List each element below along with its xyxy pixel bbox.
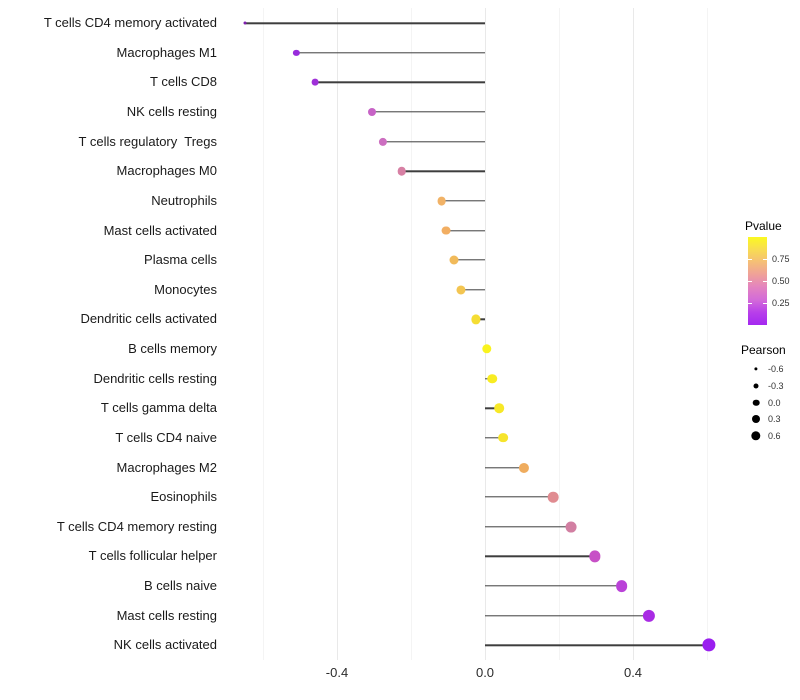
gridline-major [485,8,486,660]
colorbar-tick-mark [748,281,752,282]
lollipop-dot [471,314,481,324]
pearson-size-legend-label: 0.0 [768,397,781,408]
pearson-size-legend-dot [752,415,760,424]
lollipop-stick [476,318,485,321]
y-axis-label: T cells regulatory Tregs [78,133,217,149]
x-axis-tick-label: 0.0 [475,665,495,680]
lollipop-stick [244,22,485,24]
gridline-minor [411,8,412,660]
y-axis-label: T cells CD4 naive [115,429,217,445]
lollipop-dot [397,167,407,176]
y-axis-label: Monocytes [154,281,217,297]
colorbar-tick-mark [748,303,752,304]
y-axis-label: T cells CD8 [150,74,217,90]
colorbar-tick-label: 0.50 [772,276,790,286]
lollipop-stick [485,437,504,439]
lollipop-stick [485,407,500,409]
y-axis-label: Eosinophils [150,489,218,505]
pearson-legend-title: Pearson [741,343,786,357]
gridline-minor [263,8,264,660]
pearson-size-legend-label: 0.6 [768,430,781,441]
lollipop-dot [456,285,466,295]
lollipop-stick [296,52,485,54]
pearson-size-legend-dot [754,367,758,371]
x-axis-tick-label: 0.4 [623,665,643,680]
y-axis-label: Macrophages M1 [116,44,217,60]
lollipop-stick [485,466,524,469]
colorbar-tick-mark [763,303,767,304]
y-axis-label: T cells CD4 memory activated [43,15,217,31]
y-axis-label: B cells memory [128,341,217,356]
lollipop-dot [702,638,716,652]
gridline-minor [559,8,560,660]
lollipop-stick [485,644,709,646]
y-axis-label: T cells CD4 memory resting [56,518,217,534]
pearson-size-legend-dot [752,399,760,406]
lollipop-stick [460,289,485,291]
lollipop-dot [311,78,319,86]
colorbar-tick-label: 0.25 [772,298,790,308]
pvalue-colorbar [748,237,767,325]
x-axis-tick-label: -0.4 [325,665,349,680]
lollipop-dot [487,373,498,384]
lollipop-dot [482,344,492,354]
colorbar-tick-label: 0.75 [772,254,790,264]
y-axis-label: NK cells activated [113,637,217,653]
lollipop-dot [615,580,628,592]
lollipop-dot [589,550,601,562]
lollipop-dot [379,137,388,146]
lollipop-stick [485,496,554,498]
lollipop-dot [449,255,459,265]
lollipop-dot [565,521,577,533]
y-axis-label: Neutrophils [151,192,217,208]
y-axis-label: NK cells resting [126,104,217,120]
lollipop-stick [446,229,485,232]
pearson-size-legend-dot [753,383,759,389]
y-axis-label: Plasma cells [144,252,217,268]
lollipop-dot [441,226,451,235]
gridline-major [633,8,634,660]
gridline-minor [707,8,708,660]
lollipop-stick [485,585,622,587]
y-axis-label: Macrophages M2 [116,459,217,475]
lollipop-stick [485,555,595,557]
pearson-size-legend-label: -0.6 [768,364,784,375]
y-axis-label: T cells gamma delta [100,400,217,416]
lollipop-stick [453,259,485,261]
lollipop-stick [485,614,650,617]
lollipop-dot [293,49,300,56]
lollipop-dot [643,609,656,622]
colorbar-tick-mark [748,259,752,260]
y-axis-label: Macrophages M0 [116,163,217,179]
pearson-size-legend-dot [751,431,761,441]
lollipop-dot [547,491,559,503]
y-axis-label: Mast cells activated [103,222,217,238]
lollipop-stick [485,525,571,528]
y-axis-label: T cells follicular helper [88,548,217,564]
lollipop-stick [441,200,485,202]
y-axis-label: Dendritic cells activated [80,311,217,327]
lollipop-dot [518,462,529,473]
lollipop-stick [372,111,485,113]
pvalue-legend-title: Pvalue [745,219,782,233]
colorbar-tick-mark [763,259,767,260]
gridline-major [337,8,338,660]
pearson-size-legend-label: 0.3 [768,414,781,425]
lollipop-dot [368,108,377,117]
lollipop-dot [437,196,447,206]
lollipop-stick [401,170,486,172]
colorbar-tick-mark [763,281,767,282]
y-axis-label: Mast cells resting [116,607,217,623]
lollipop-dot [243,21,246,25]
pearson-size-legend-label: -0.3 [768,380,784,391]
y-axis-label: Dendritic cells resting [93,370,217,386]
lollipop-dot [498,432,508,443]
y-axis-label: B cells naive [144,577,217,593]
lollipop-stick [383,140,486,143]
lollipop-stick [314,81,485,84]
lollipop-dot [494,403,505,413]
